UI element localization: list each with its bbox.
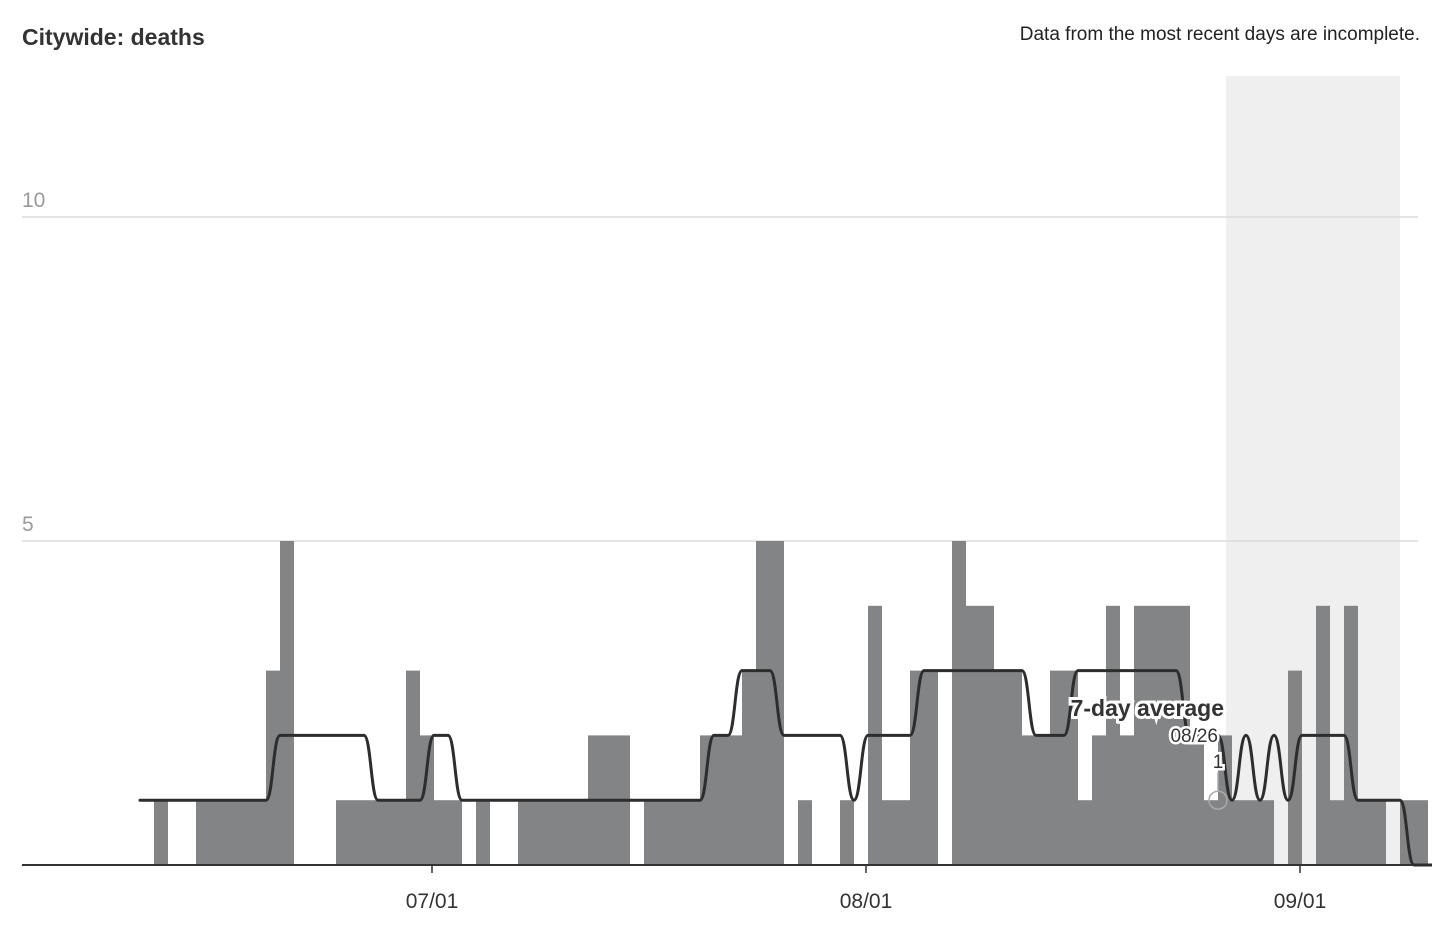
- bar: [840, 800, 854, 865]
- bar: [1344, 605, 1358, 865]
- bar: [882, 800, 896, 865]
- bar: [406, 670, 420, 865]
- bar: [574, 800, 588, 865]
- bar: [644, 800, 658, 865]
- bar: [1036, 735, 1050, 865]
- annotation-date: 08/26: [1170, 726, 1218, 747]
- bar: [1218, 735, 1232, 865]
- x-tick-label: 07/01: [406, 890, 459, 913]
- average-series-label: 7-day average: [1071, 695, 1224, 721]
- bar: [1120, 735, 1134, 865]
- bar: [280, 541, 294, 865]
- bar: [476, 800, 490, 865]
- chart-title: Citywide: deaths: [22, 24, 205, 50]
- average-annotation: 1 08/26 7-day average: [1068, 692, 1228, 810]
- bars: [154, 541, 1428, 865]
- bar: [1008, 670, 1022, 865]
- bar: [756, 541, 770, 865]
- bar: [714, 735, 728, 865]
- bar: [532, 800, 546, 865]
- bar: [1232, 800, 1246, 865]
- bar: [1246, 800, 1260, 865]
- bar: [672, 800, 686, 865]
- bar: [1092, 735, 1106, 865]
- bar: [238, 800, 252, 865]
- bar: [742, 670, 756, 865]
- bar: [336, 800, 350, 865]
- bar: [1148, 605, 1162, 865]
- bar: [686, 800, 700, 865]
- x-tick-label: 08/01: [840, 890, 893, 913]
- bar: [924, 670, 938, 865]
- bar: [1414, 800, 1428, 865]
- bar: [1064, 670, 1078, 865]
- bar: [1050, 670, 1064, 865]
- x-axis-ticks: 07/01 08/01 09/01: [406, 865, 1327, 913]
- bar: [350, 800, 364, 865]
- incomplete-data-band: [1226, 76, 1400, 865]
- bar: [434, 800, 448, 865]
- bar: [966, 605, 980, 865]
- bar: [364, 800, 378, 865]
- bar: [210, 800, 224, 865]
- bar: [700, 735, 714, 865]
- y-tick-label: 5: [22, 513, 34, 536]
- bar: [1022, 735, 1036, 865]
- bar: [1260, 800, 1274, 865]
- bar: [518, 800, 532, 865]
- bar: [252, 800, 266, 865]
- bar: [224, 800, 238, 865]
- gridlines: 5 10: [22, 189, 1418, 542]
- bar: [560, 800, 574, 865]
- bar: [1134, 605, 1148, 865]
- bar: [728, 735, 742, 865]
- bar: [896, 800, 910, 865]
- bar: [910, 670, 924, 865]
- incomplete-data-note: Data from the most recent days are incom…: [1019, 24, 1420, 45]
- bar: [980, 605, 994, 865]
- bar: [1358, 800, 1372, 865]
- bar: [448, 800, 462, 865]
- bar: [798, 800, 812, 865]
- bar: [196, 800, 210, 865]
- bar: [952, 541, 966, 865]
- bar: [994, 670, 1008, 865]
- annotation-marker: [1208, 790, 1228, 810]
- bar: [1330, 800, 1344, 865]
- seven-day-average-line: [138, 669, 1432, 867]
- bar: [154, 800, 168, 865]
- y-tick-label: 10: [22, 189, 45, 212]
- bar: [1078, 800, 1092, 865]
- bar: [1204, 800, 1218, 865]
- bar: [392, 800, 406, 865]
- bar: [1190, 735, 1204, 865]
- annotation-value: 1: [1213, 752, 1224, 773]
- bar: [658, 800, 672, 865]
- x-tick-label: 09/01: [1274, 890, 1327, 913]
- bar: [420, 735, 434, 865]
- bar: [1176, 605, 1190, 865]
- bar: [546, 800, 560, 865]
- bar: [378, 800, 392, 865]
- bar: [1106, 605, 1120, 865]
- bar: [1372, 800, 1386, 865]
